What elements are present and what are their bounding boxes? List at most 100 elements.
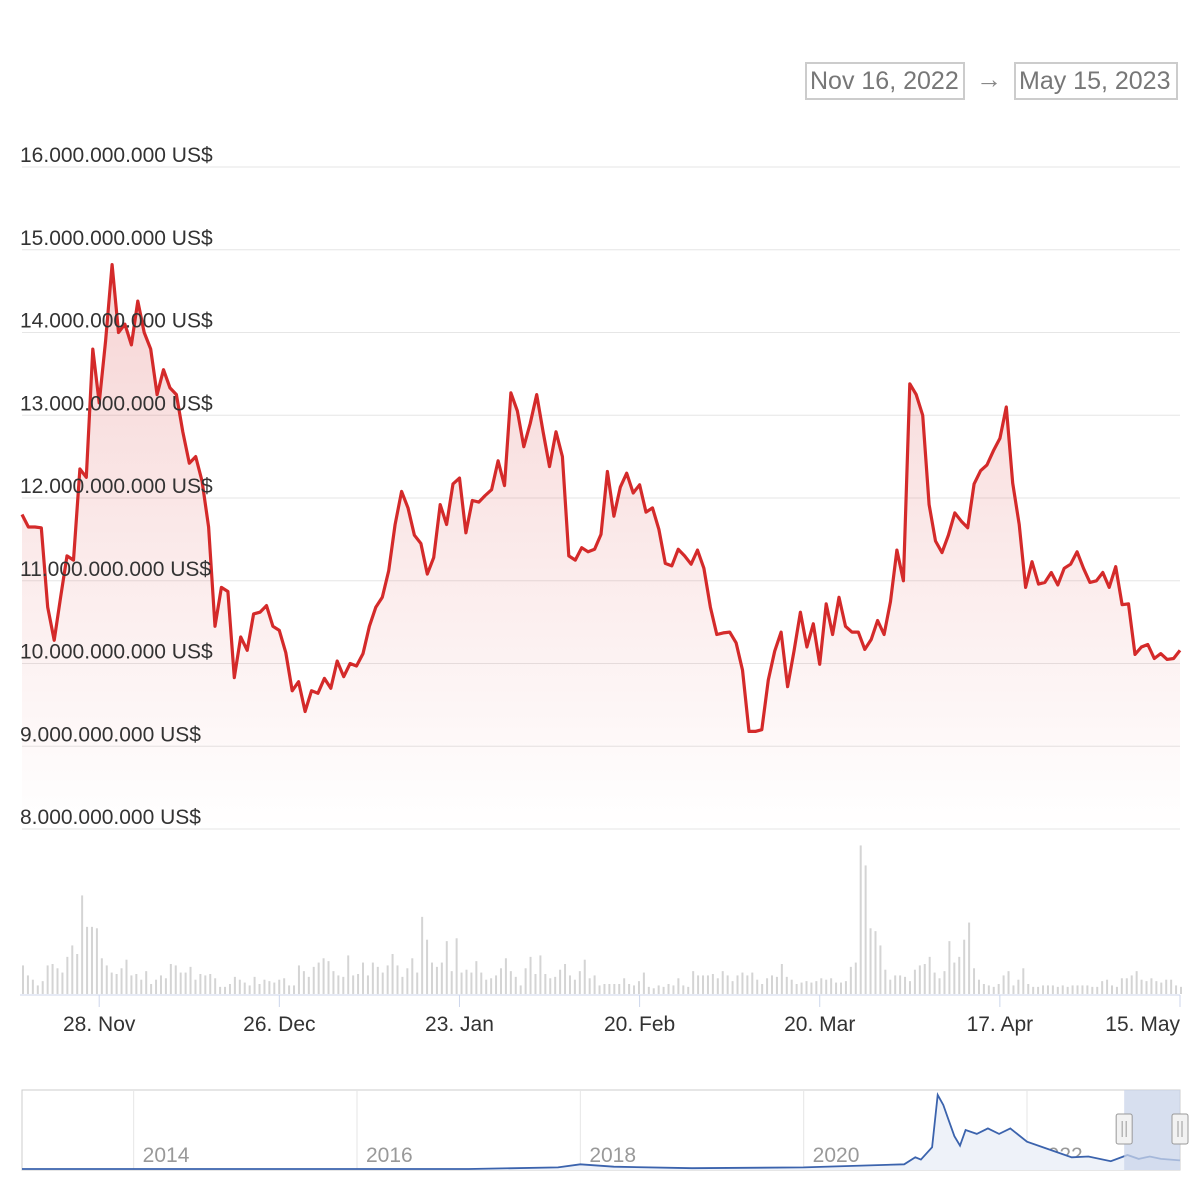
navigator-handle-left[interactable] [1115, 1113, 1133, 1145]
volume-bar [426, 939, 429, 994]
volume-bar [647, 986, 650, 994]
volume-bar [263, 979, 266, 994]
volume-bar [95, 928, 98, 994]
volume-bar [1046, 985, 1049, 994]
volume-bar [716, 978, 719, 994]
volume-bar [105, 965, 108, 994]
volume-bar [145, 971, 148, 994]
volume-bar [815, 981, 818, 994]
navigator-line [22, 1091, 1181, 1170]
navigator-handle-right[interactable] [1171, 1113, 1189, 1145]
volume-bar [480, 972, 483, 994]
volume-bar [1130, 975, 1133, 994]
range-arrow: → [976, 64, 1002, 94]
range-from-input[interactable]: Nov 16, 2022 [805, 62, 965, 100]
volume-bar [820, 978, 823, 994]
volume-bar [908, 981, 911, 994]
volume-bar [918, 965, 921, 994]
navigator[interactable]: 20142016201820202022 [21, 1089, 1189, 1171]
volume-bar [790, 979, 793, 994]
volume-bar [1061, 985, 1064, 994]
x-axis: 28. Nov 26. Dec 23. Jan 20. Feb 20. Mar 17. A… [20, 994, 1181, 1036]
range-to-input[interactable]: May 15, 2023 [1014, 62, 1178, 100]
volume-bar [214, 978, 217, 994]
volume-bar [529, 956, 532, 994]
volume-bar [766, 978, 769, 994]
volume-bar [706, 975, 709, 994]
volume-bar [825, 979, 828, 994]
volume-bar [71, 945, 74, 994]
volume-bar [958, 956, 961, 994]
volume-bar [347, 955, 350, 994]
price-area-fill [22, 264, 1180, 830]
volume-bar [726, 975, 729, 994]
volume-bar [1071, 985, 1074, 994]
volume-bar [835, 982, 838, 994]
volume-bar [736, 975, 739, 994]
volume-bar [421, 916, 424, 994]
volume-bar [948, 941, 951, 994]
volume-bar [179, 972, 182, 994]
volume-bar [233, 976, 236, 994]
volume-bar [682, 985, 685, 994]
volume-bar [1017, 979, 1020, 994]
volume-bar [549, 978, 552, 994]
y-tick-label: 15.000.000.000 US$ [20, 227, 213, 250]
volume-bar [899, 975, 902, 994]
y-tick-label: 16.000.000.000 US$ [20, 144, 213, 167]
volume-bar [460, 972, 463, 994]
volume-bar [490, 978, 493, 994]
volume-bar [391, 954, 394, 994]
volume-bar [465, 969, 468, 994]
volume-bar [1165, 979, 1168, 994]
volume-bar [839, 982, 842, 994]
volume-bar [219, 986, 222, 994]
navigator-selection[interactable] [1124, 1090, 1180, 1170]
volume-bar [997, 984, 1000, 994]
volume-bar [697, 975, 700, 994]
volume-bar [435, 966, 438, 994]
volume-bar [968, 922, 971, 994]
volume-bar [445, 941, 448, 994]
volume-bar [140, 979, 143, 994]
volume-bar [1007, 971, 1010, 994]
volume-bar [884, 969, 887, 994]
volume-bar [248, 985, 251, 994]
volume-bar [623, 978, 626, 994]
y-tick-label: 11.000.000.000 US$ [20, 558, 211, 581]
volume-bar [534, 974, 537, 994]
volume-bar [874, 931, 877, 994]
volume-bar [386, 965, 389, 994]
volume-bar [430, 962, 433, 994]
volume-bar [317, 962, 320, 994]
volume-bar [637, 981, 640, 994]
volume-bars [22, 845, 1182, 994]
volume-bar [923, 964, 926, 994]
volume-bar [396, 965, 399, 994]
volume-bar [785, 976, 788, 994]
volume-bar [731, 981, 734, 994]
volume-bar [928, 956, 931, 994]
volume-bar [771, 975, 774, 994]
volume-bar [1037, 986, 1040, 994]
volume-bar [657, 985, 660, 994]
volume-bar [110, 972, 113, 994]
price-line [20, 263, 1182, 733]
volume-bar [953, 962, 956, 994]
volume-bar [36, 985, 39, 994]
volume-bar [633, 985, 636, 994]
volume-bar [401, 976, 404, 994]
volume-bar [628, 984, 631, 994]
volume-bar [667, 984, 670, 994]
volume-bar [371, 962, 374, 994]
handle-body[interactable] [1171, 1113, 1189, 1145]
volume-bar [199, 974, 202, 994]
handle-body[interactable] [1115, 1113, 1133, 1145]
volume-bar [1056, 986, 1059, 994]
volume-bar [302, 971, 305, 994]
volume-bar [711, 974, 714, 994]
volume-bar [761, 984, 764, 994]
volume-bar [332, 971, 335, 994]
volume-bar [844, 981, 847, 994]
